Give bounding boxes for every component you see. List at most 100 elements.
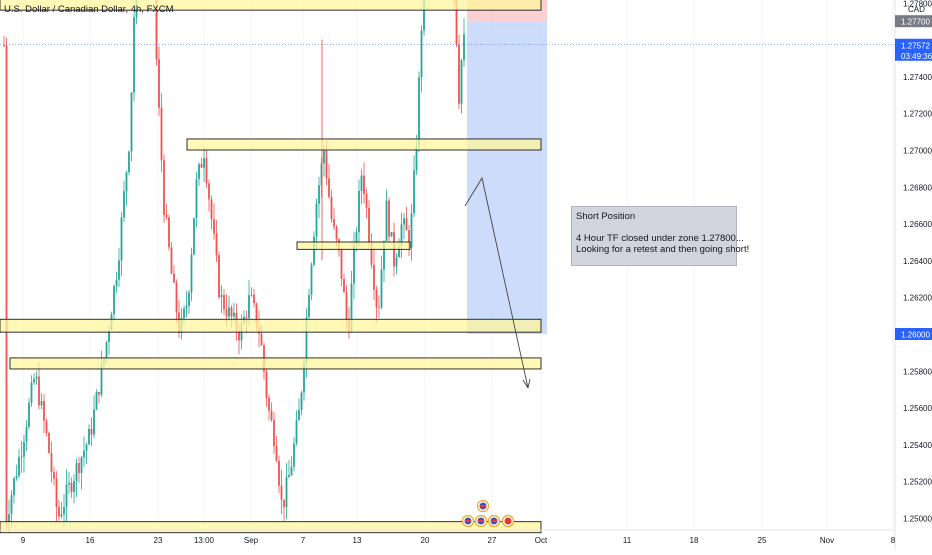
candle (85, 442, 88, 465)
candle-body (113, 285, 115, 315)
note-line-1: 4 Hour TF closed under zone 1.27800... (576, 233, 744, 244)
candle-body (405, 218, 408, 231)
candle-body (343, 278, 345, 293)
candle-body (373, 264, 375, 290)
candle-body (298, 410, 300, 421)
candle-body (50, 452, 53, 473)
candle (218, 251, 220, 300)
candle (300, 390, 303, 416)
candle (248, 279, 250, 326)
candle-body (335, 226, 338, 240)
candle-body (328, 178, 330, 197)
candle-body (200, 164, 203, 168)
candle (213, 203, 215, 240)
flag-event-icon (501, 514, 515, 528)
candle (40, 393, 43, 410)
candle (208, 179, 210, 212)
candle-body (3, 45, 5, 46)
candle-body (273, 420, 275, 447)
candle-body (320, 163, 323, 186)
candle (50, 441, 53, 483)
note-line-2: Looking for a retest and then going shor… (576, 244, 750, 255)
candle (275, 435, 278, 463)
candle-body (270, 410, 273, 421)
candle-body (403, 218, 405, 225)
candle-body (313, 236, 315, 265)
y-tick-label: 1.27200 (903, 110, 932, 119)
candle (185, 291, 188, 318)
candle (168, 214, 170, 251)
currency-label: CAD (908, 5, 925, 14)
candle-body (100, 364, 103, 395)
candle (358, 179, 360, 247)
candle-body (365, 194, 368, 208)
candle (365, 188, 368, 219)
candle-body (83, 450, 85, 458)
candle-body (345, 292, 348, 321)
candle-body (385, 200, 388, 241)
candle-body (395, 257, 398, 267)
candle-body (295, 420, 298, 444)
y-tick-label: 1.25200 (903, 478, 932, 487)
y-tick-label: 1.25000 (903, 515, 932, 524)
candle (380, 255, 383, 310)
candle (3, 35, 5, 48)
candle (405, 206, 408, 231)
candle-body (363, 175, 365, 195)
candle-body (215, 233, 218, 256)
candle-body (330, 196, 333, 220)
candle-body (63, 506, 65, 515)
entry-price-label-text: 1.27700 (901, 18, 930, 27)
candle (228, 295, 230, 322)
y-tick-label: 1.25400 (903, 441, 932, 450)
candle-body (300, 392, 303, 411)
candle (410, 203, 413, 261)
candle-body (418, 77, 420, 147)
candle-body (85, 444, 88, 451)
candle (388, 197, 390, 242)
x-tick-label: 11 (623, 536, 632, 545)
current-price-label: 1.27572 03:49:36 (895, 38, 932, 61)
candle-body (93, 409, 95, 435)
candle (173, 265, 175, 284)
annotation-note[interactable]: Short Position 4 Hour TF closed under zo… (571, 206, 750, 266)
candle (310, 262, 313, 301)
take-profit-area (467, 21, 547, 334)
y-tick-label: 1.26200 (903, 294, 932, 303)
candle (395, 253, 398, 275)
candle (283, 499, 285, 521)
candle (83, 436, 85, 468)
candle (413, 155, 415, 218)
candle-body (360, 175, 363, 191)
y-tick-label: 1.26800 (903, 183, 932, 192)
candle (293, 437, 295, 472)
candle (330, 189, 333, 223)
forecast-line (464, 176, 529, 389)
candles (3, 0, 465, 532)
candle-body (315, 203, 318, 237)
candle-body (458, 44, 460, 104)
candle (223, 289, 225, 315)
candle (205, 149, 208, 189)
zones (0, 0, 542, 534)
forecast-path (464, 176, 531, 389)
zone-rectangle (9, 357, 542, 370)
y-axis-ticks: 1.27800 1.27400 1.27200 1.27000 1.26800 1.266… (903, 0, 932, 524)
candle (340, 250, 343, 287)
candle-body (333, 219, 335, 227)
candle-body (275, 446, 278, 461)
candle-body (350, 283, 353, 332)
candle (210, 195, 213, 230)
candle-body (225, 309, 228, 317)
zone-rectangle (0, 521, 542, 534)
x-tick-label: 16 (86, 536, 95, 545)
candle (265, 367, 268, 407)
candle-body (248, 295, 250, 318)
candle (378, 295, 380, 319)
candle-body (173, 273, 175, 283)
candle-body (88, 428, 90, 445)
candle (373, 248, 375, 301)
y-tick-label: 1.26400 (903, 257, 932, 266)
